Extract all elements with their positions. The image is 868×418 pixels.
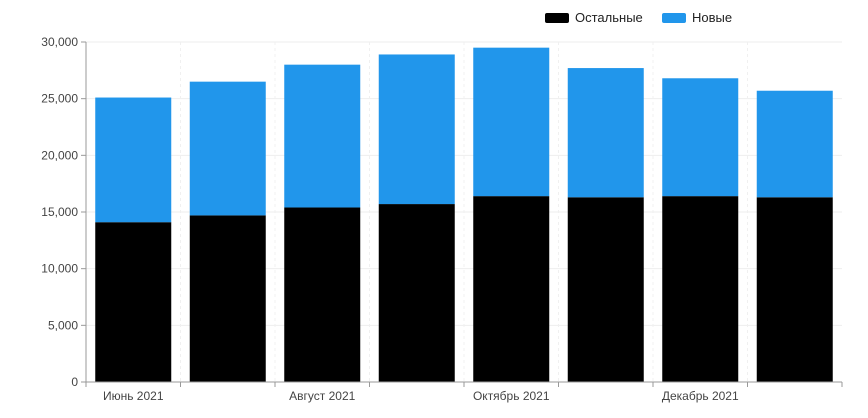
y-tick-label: 20,000 xyxy=(41,148,78,162)
bar-novye-3[interactable] xyxy=(378,54,455,205)
bar-novye-0[interactable] xyxy=(95,97,172,223)
bar-ostalnye-2[interactable] xyxy=(284,207,361,382)
x-axis: Июнь 2021 Август 2021 Октябрь 2021 Декабрь … xyxy=(85,381,843,403)
y-tick-label: 0 xyxy=(71,375,78,389)
legend-label: Новые xyxy=(692,10,732,25)
y-tick-label: 5,000 xyxy=(48,318,78,332)
legend-item-novye[interactable]: Новые xyxy=(662,10,732,25)
x-tick-label: Июнь 2021 xyxy=(103,389,164,403)
legend-swatch xyxy=(545,13,569,23)
bar-ostalnye-1[interactable] xyxy=(189,215,266,382)
legend-label: Остальные xyxy=(575,10,643,25)
bar-novye-4[interactable] xyxy=(473,47,550,197)
bar-ostalnye-3[interactable] xyxy=(378,204,455,382)
legend: Остальные Новые xyxy=(545,10,732,25)
x-tick-label: Август 2021 xyxy=(289,389,355,403)
bar-ostalnye-7[interactable] xyxy=(756,197,833,382)
x-tick-label: Декабрь 2021 xyxy=(662,389,739,403)
bar-novye-5[interactable] xyxy=(567,68,644,198)
legend-item-ostalnye[interactable]: Остальные xyxy=(545,10,643,25)
bar-novye-2[interactable] xyxy=(284,64,361,208)
bar-ostalnye-4[interactable] xyxy=(473,196,550,382)
bar-ostalnye-5[interactable] xyxy=(567,197,644,382)
y-tick-label: 30,000 xyxy=(41,35,78,49)
legend-swatch xyxy=(662,13,686,23)
bar-novye-7[interactable] xyxy=(756,90,833,198)
x-tick-label: Октябрь 2021 xyxy=(473,389,550,403)
y-tick-label: 15,000 xyxy=(41,205,78,219)
y-axis: 0 5,000 10,000 15,000 20,000 25,000 30,000 xyxy=(41,35,87,389)
y-tick-label: 10,000 xyxy=(41,262,78,276)
bars-group xyxy=(95,47,833,382)
y-tick-label: 25,000 xyxy=(41,92,78,106)
bar-novye-6[interactable] xyxy=(662,78,739,197)
bar-ostalnye-6[interactable] xyxy=(662,196,739,382)
bar-ostalnye-0[interactable] xyxy=(95,222,172,382)
bar-novye-1[interactable] xyxy=(189,81,266,216)
